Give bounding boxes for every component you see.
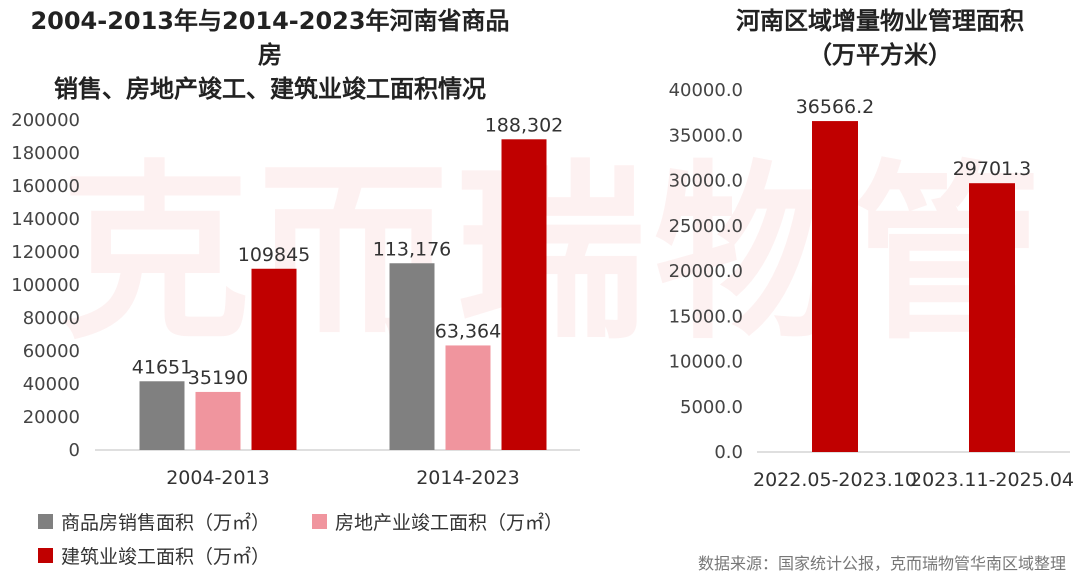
- y-tick-label: 20000: [23, 407, 80, 428]
- bar: [812, 121, 858, 452]
- y-tick-label: 120000: [11, 242, 80, 263]
- left-chart-title: 2004-2013年与2014-2023年河南省商品房 销售、房地产竣工、建筑业…: [20, 4, 520, 106]
- data-label: 188,302: [485, 114, 564, 136]
- legend-swatch: [38, 548, 53, 563]
- y-tick-label: 60000: [23, 341, 80, 362]
- y-tick-label: 0: [69, 440, 80, 461]
- y-tick-label: 0.0: [714, 442, 743, 463]
- y-tick-label: 30000.0: [669, 171, 743, 192]
- watermark: 克而瑞物管: [60, 144, 1051, 365]
- x-category-label: 2022.05-2023.10: [753, 469, 917, 491]
- left-chart-title-line-1: 2004-2013年与2014-2023年河南省商品房: [30, 7, 510, 69]
- data-label: 41651: [132, 356, 192, 378]
- data-label: 29701.3: [953, 158, 1032, 180]
- bar: [139, 381, 185, 450]
- data-label: 36566.2: [796, 96, 875, 118]
- bar: [195, 391, 241, 450]
- y-tick-label: 180000: [11, 143, 80, 164]
- y-tick-label: 5000.0: [680, 397, 743, 418]
- legend-item: 房地产业竣工面积（万㎡）: [312, 508, 563, 535]
- legend-label: 商品房销售面积（万㎡）: [61, 512, 271, 534]
- x-category-label: 2023.11-2025.04: [910, 469, 1074, 491]
- y-tick-label: 40000: [23, 374, 80, 395]
- y-tick-label: 140000: [11, 209, 80, 230]
- data-source-note: 数据来源：国家统计公报，克而瑞物管华南区域整理: [697, 554, 1066, 573]
- bar: [969, 183, 1015, 452]
- right-chart-title: 河南区域增量物业管理面积 （万平方米）: [700, 4, 1060, 72]
- bar: [445, 345, 491, 450]
- data-label: 113,176: [373, 238, 452, 260]
- x-category-label: 2004-2013: [166, 467, 270, 489]
- data-label: 35190: [188, 367, 248, 389]
- legend-label: 房地产业竣工面积（万㎡）: [335, 512, 564, 534]
- right-chart-title-line-1: 河南区域增量物业管理面积: [736, 7, 1024, 35]
- data-label: 63,364: [435, 320, 501, 342]
- legend-item: 建筑业竣工面积（万㎡）: [38, 542, 270, 569]
- y-tick-label: 15000.0: [669, 306, 743, 327]
- x-category-label: 2014-2023: [416, 467, 520, 489]
- left-chart-title-line-2: 销售、房地产竣工、建筑业竣工面积情况: [54, 75, 486, 103]
- bar: [251, 268, 297, 450]
- y-tick-label: 10000.0: [669, 352, 743, 373]
- y-tick-label: 160000: [11, 176, 80, 197]
- data-label: 109845: [238, 244, 311, 266]
- legend-item: 商品房销售面积（万㎡）: [38, 508, 270, 535]
- legend-label: 建筑业竣工面积（万㎡）: [61, 546, 271, 568]
- legend-swatch: [312, 514, 327, 529]
- legend-swatch: [38, 514, 53, 529]
- y-tick-label: 100000: [11, 275, 80, 296]
- y-tick-label: 25000.0: [669, 216, 743, 237]
- bar: [389, 263, 435, 450]
- y-tick-label: 80000: [23, 308, 80, 329]
- bar: [501, 139, 547, 450]
- y-tick-label: 35000.0: [669, 125, 743, 146]
- y-tick-label: 200000: [11, 110, 80, 131]
- y-tick-label: 20000.0: [669, 261, 743, 282]
- y-tick-label: 40000.0: [669, 80, 743, 101]
- right-chart-title-line-2: （万平方米）: [808, 41, 952, 69]
